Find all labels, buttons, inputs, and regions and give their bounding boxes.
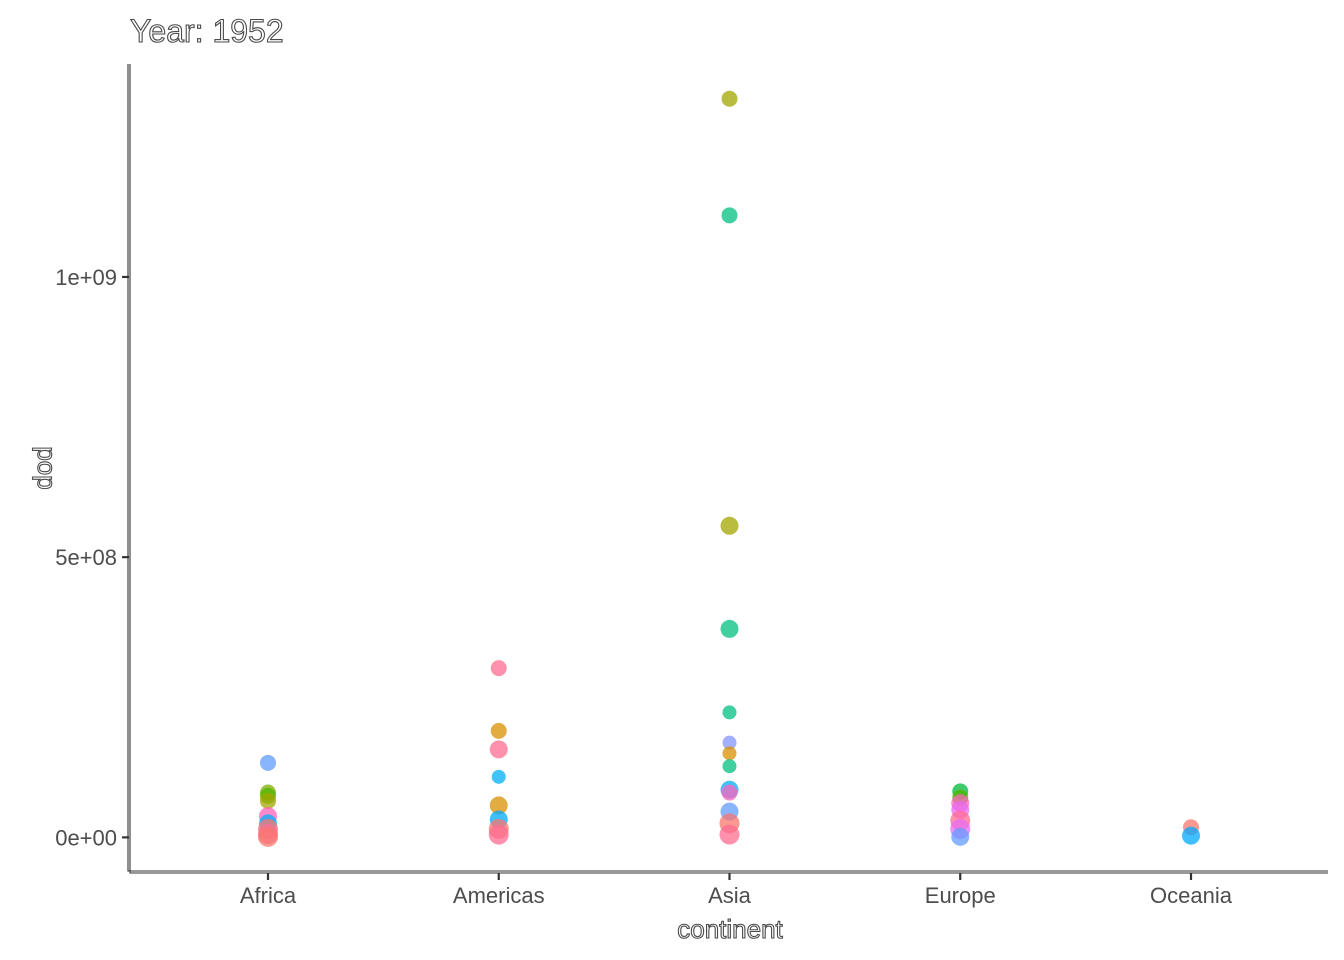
data-point — [1182, 826, 1200, 845]
axis-frame-inner — [127, 64, 1328, 872]
data-point — [951, 827, 970, 846]
data-point — [260, 792, 276, 809]
data-point — [722, 705, 737, 720]
x-tick-label: Africa — [240, 883, 297, 908]
data-point — [490, 722, 507, 739]
chart-title: Year: 1952 — [130, 13, 284, 49]
y-tick-label: 1e+09 — [55, 265, 117, 290]
data-point — [258, 826, 278, 847]
data-point — [721, 784, 738, 801]
y-tick-label: 5e+08 — [55, 545, 117, 570]
x-tick-label: Asia — [708, 883, 752, 908]
data-point — [721, 90, 738, 107]
y-axis-title: pop — [32, 446, 62, 489]
data-points — [258, 90, 1200, 847]
x-tick-label: Oceania — [1150, 883, 1233, 908]
data-point — [722, 735, 737, 750]
y-axis-ticks: 0e+00 5e+08 1e+09 — [55, 265, 129, 850]
y-tick-label: 0e+00 — [55, 825, 117, 850]
data-point — [489, 796, 508, 815]
x-tick-label: Americas — [453, 883, 545, 908]
data-point — [722, 759, 737, 774]
data-point — [490, 660, 507, 677]
data-point — [722, 746, 737, 761]
x-tick-label: Europe — [925, 883, 996, 908]
data-point — [721, 207, 738, 224]
data-point — [720, 516, 739, 535]
axes — [127, 64, 1328, 874]
data-point — [260, 754, 276, 771]
data-point — [488, 824, 509, 845]
data-point — [489, 740, 508, 759]
data-point — [491, 769, 506, 784]
x-axis-ticks: Africa Americas Asia Europe Oceania — [240, 873, 1233, 908]
x-axis-title: continent — [677, 914, 783, 944]
axis-frame — [129, 64, 1328, 874]
data-point — [719, 824, 740, 845]
data-point — [720, 619, 739, 638]
